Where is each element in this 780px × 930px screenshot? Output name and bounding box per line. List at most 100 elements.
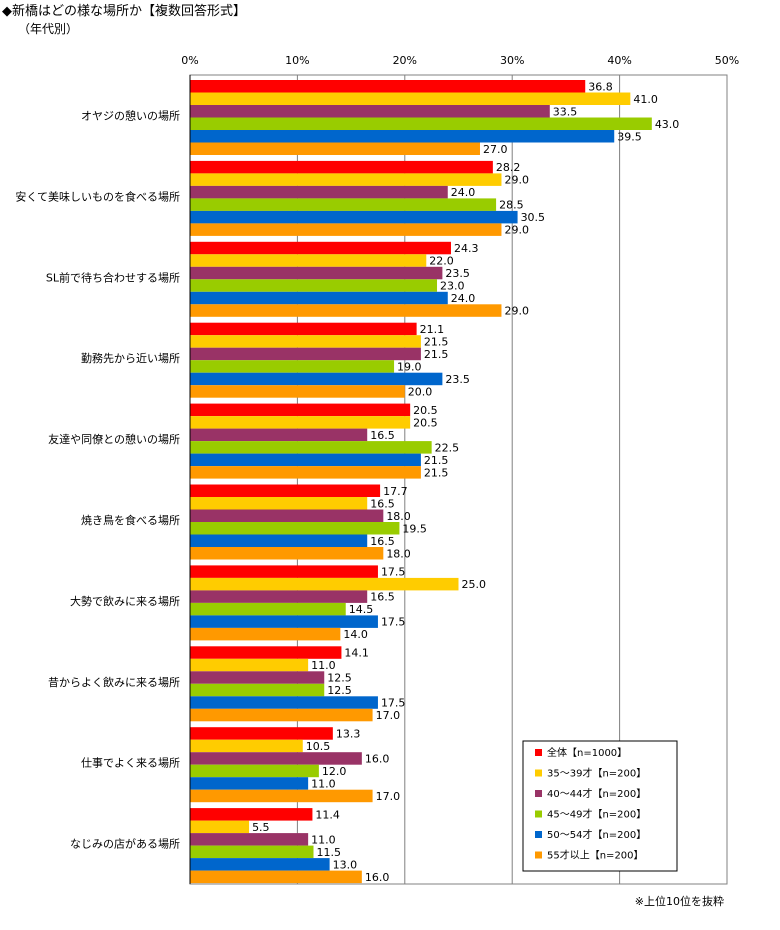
- data-label: 12.5: [327, 684, 352, 697]
- bar: [190, 416, 411, 429]
- bar: [190, 708, 373, 722]
- x-tick-label: 0%: [181, 54, 198, 67]
- data-label: 41.0: [633, 93, 658, 106]
- bar: [190, 858, 330, 871]
- data-label: 21.5: [424, 466, 449, 479]
- data-label: 24.0: [451, 292, 476, 305]
- data-label: 21.1: [420, 323, 445, 336]
- bar: [190, 223, 502, 236]
- bar: [190, 304, 502, 317]
- data-label: 16.5: [370, 591, 395, 604]
- bar: [190, 509, 384, 522]
- data-label: 18.0: [386, 547, 411, 560]
- data-label: 12.5: [327, 672, 352, 685]
- bar: [190, 696, 378, 709]
- data-label: 29.0: [504, 174, 528, 187]
- category-label: 焼き鳥を食べる場所: [81, 513, 180, 527]
- data-label: 20.5: [413, 404, 438, 417]
- bar: [190, 658, 309, 672]
- bar: [190, 173, 502, 186]
- category-label: 仕事でよく来る場所: [81, 757, 180, 770]
- bar: [190, 565, 378, 578]
- data-label: 20.0: [408, 385, 433, 398]
- data-label: 12.0: [322, 765, 347, 778]
- bar: [190, 372, 443, 386]
- data-label: 29.0: [504, 224, 528, 237]
- category-label: 勤務先から近い場所: [81, 351, 180, 365]
- data-label: 21.5: [424, 335, 449, 348]
- legend-swatch: [535, 790, 542, 797]
- data-label: 17.5: [381, 697, 406, 710]
- bar: [190, 428, 368, 442]
- category-label: オヤジの憩いの場所: [81, 108, 180, 122]
- bar: [190, 92, 631, 105]
- bar: [190, 522, 400, 535]
- bar: [190, 198, 497, 211]
- bar: [190, 279, 438, 292]
- data-label: 16.0: [365, 752, 390, 765]
- data-label: 30.5: [521, 211, 546, 224]
- legend-box: [522, 740, 678, 872]
- bar: [190, 789, 373, 803]
- bar: [190, 466, 421, 479]
- bar: [190, 254, 427, 267]
- data-label: 11.5: [317, 846, 342, 859]
- bar: [190, 385, 405, 398]
- bar: [190, 360, 395, 373]
- category-label: 友達や同僚との憩いの場所: [48, 432, 180, 446]
- data-label: 25.0: [462, 578, 487, 591]
- bar: [190, 497, 368, 510]
- data-label: 5.5: [252, 821, 270, 834]
- bar: [190, 80, 586, 93]
- data-label: 27.0: [483, 143, 508, 156]
- data-label: 14.0: [343, 628, 368, 641]
- legend-swatch: [535, 769, 542, 777]
- data-label: 23.0: [440, 280, 465, 293]
- data-label: 17.0: [376, 709, 401, 722]
- data-label: 23.5: [445, 267, 470, 280]
- legend-entry: 40～44才【n=200】: [547, 787, 646, 800]
- bar: [190, 241, 451, 255]
- data-label: 19.5: [402, 522, 427, 535]
- legend-entry: 35～39才【n=200】: [547, 767, 646, 780]
- bar: [190, 117, 652, 130]
- bar: [190, 335, 421, 348]
- data-label: 11.0: [311, 833, 336, 846]
- chart-footnote: ※上位10位を抜粋: [634, 895, 724, 908]
- bar: [190, 820, 250, 834]
- data-label: 28.5: [499, 199, 523, 212]
- data-label: 21.5: [424, 454, 449, 467]
- data-label: 13.3: [336, 727, 361, 740]
- x-tick-label: 10%: [285, 54, 309, 67]
- bar: [190, 322, 417, 336]
- category-label: なじみの店がある場所: [70, 837, 180, 851]
- bar: [190, 403, 411, 417]
- bar: [190, 808, 313, 821]
- bar: [190, 210, 518, 224]
- data-label: 11.0: [311, 659, 336, 672]
- bar: [190, 727, 333, 740]
- bar: [190, 870, 362, 884]
- data-label: 17.7: [383, 485, 408, 498]
- legend-swatch: [535, 851, 542, 859]
- bar: [190, 142, 480, 155]
- x-tick-label: 40%: [607, 54, 631, 67]
- bar: [190, 627, 341, 641]
- bar: [190, 683, 325, 697]
- category-label: 昔からよく飲みに来る場所: [48, 675, 180, 689]
- data-label: 21.5: [424, 348, 449, 361]
- data-label: 17.0: [376, 790, 401, 803]
- bar: [190, 547, 384, 560]
- x-tick-label: 20%: [393, 54, 417, 67]
- legend-swatch: [535, 749, 542, 756]
- legend-swatch: [535, 810, 542, 818]
- category-label: 安くて美味しいものを食べる場所: [15, 189, 180, 203]
- data-label: 39.5: [617, 130, 642, 143]
- bar: [190, 453, 421, 467]
- bar: [190, 291, 448, 305]
- data-label: 14.1: [344, 647, 369, 660]
- data-label: 22.5: [435, 441, 460, 454]
- data-label: 43.0: [655, 118, 680, 131]
- category-label: 大勢で飲みに来る場所: [70, 594, 180, 608]
- data-label: 36.8: [588, 80, 613, 93]
